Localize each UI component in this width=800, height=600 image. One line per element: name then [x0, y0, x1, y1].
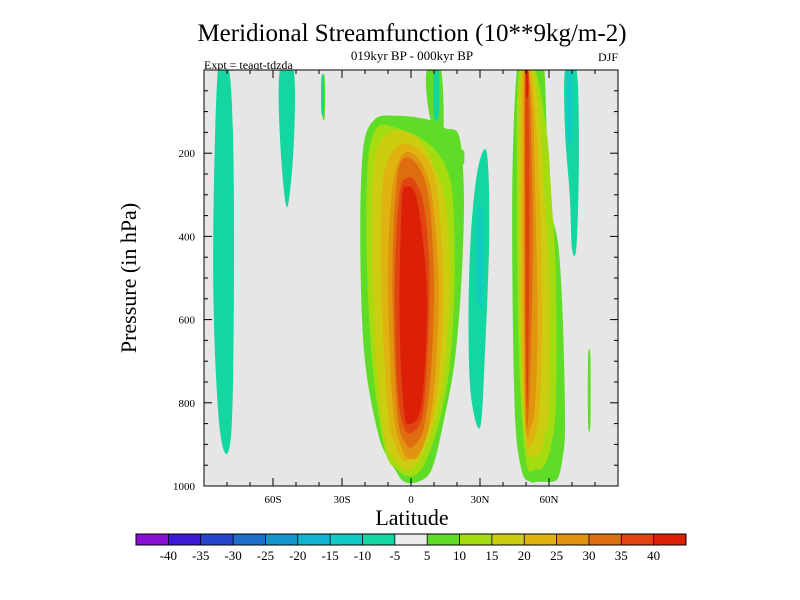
contour-band-40s [278, 70, 296, 208]
contour-band-60s-left [213, 70, 235, 454]
colorbar-swatch [362, 534, 396, 545]
colorbar-label: -35 [192, 548, 209, 563]
y-axis: 200 400 600 800 1000 [173, 90, 618, 493]
colorbar-swatch [459, 534, 493, 545]
colorbar-label: -20 [289, 548, 306, 563]
y-tick-label: 1000 [173, 481, 196, 493]
colorbar-label: 10 [453, 548, 466, 563]
colorbar-label: -30 [224, 548, 241, 563]
contour-spot-20n [458, 149, 465, 166]
y-tick-label: 600 [179, 315, 196, 327]
colorbar-swatch [394, 534, 428, 545]
colorbar-swatch [556, 534, 590, 545]
x-tick-label: 30S [333, 494, 350, 506]
colorbar-frame [135, 533, 687, 546]
x-axis-label: Latitude [375, 505, 448, 530]
colorbar-label: -15 [321, 548, 338, 563]
contour-band-65n-inner [566, 70, 573, 145]
colorbar-label: 30 [582, 548, 595, 563]
x-tick-label: 0 [408, 494, 414, 506]
colorbar-swatch [621, 534, 655, 545]
colorbar-swatch [233, 534, 266, 545]
colorbar-swatch [297, 534, 331, 545]
colorbar-swatch [330, 534, 363, 545]
colorbar-swatch [265, 534, 299, 545]
contour-band-eq-top-inner [433, 70, 440, 122]
y-tick-label: 800 [179, 398, 196, 410]
experiment-label: Expt = teaqt-tdzda [204, 58, 293, 72]
x-tick-label: 60S [264, 494, 281, 506]
x-axis: 60S 30S 0 30N 60N [226, 70, 596, 506]
season-label: DJF [598, 50, 618, 64]
colorbar-swatch [653, 534, 687, 545]
contour-nh-cell-35 [525, 70, 530, 408]
colorbar-swatch [168, 534, 202, 545]
colorbar-swatch [136, 534, 169, 545]
contour-spot-80n [587, 348, 591, 432]
chart-subtitle: 019kyr BP - 000kyr BP [351, 48, 473, 63]
colorbar-swatch [200, 534, 234, 545]
colorbar-label: 40 [647, 548, 660, 563]
colorbar-label: 20 [518, 548, 531, 563]
colorbar-swatch [427, 534, 460, 545]
chart-title: Meridional Streamfunction (10**9kg/m-2) [197, 20, 626, 47]
y-tick-label: 200 [179, 148, 196, 160]
colorbar-swatch [524, 534, 557, 545]
contour-layer [213, 70, 591, 484]
colorbar-label: 25 [550, 548, 563, 563]
y-axis-label: Pressure (in hPa) [116, 203, 141, 353]
colorbar-label: -5 [389, 548, 400, 563]
contour-nh-cell-top [525, 70, 529, 99]
colorbar-label: 5 [424, 548, 431, 563]
contour-band-30n-inner [477, 205, 483, 310]
colorbar-swatch [491, 534, 525, 545]
colorbar-label: -25 [257, 548, 274, 563]
colorbar-label: -40 [160, 548, 177, 563]
contour-sh-cell-40 [399, 186, 428, 425]
colorbar-swatch [588, 534, 622, 545]
x-tick-label: 30N [471, 494, 490, 506]
y-tick-label: 400 [179, 231, 196, 243]
colorbar-label: 35 [615, 548, 628, 563]
x-tick-label: 60N [540, 494, 559, 506]
colorbar-label: 15 [485, 548, 498, 563]
colorbar: -40 -35 -30 -25 -20 -15 -10 -5 5 10 15 20 25 30 35 40 [135, 533, 687, 563]
contour-spot-10s-top [321, 74, 324, 116]
colorbar-label: -10 [354, 548, 371, 563]
